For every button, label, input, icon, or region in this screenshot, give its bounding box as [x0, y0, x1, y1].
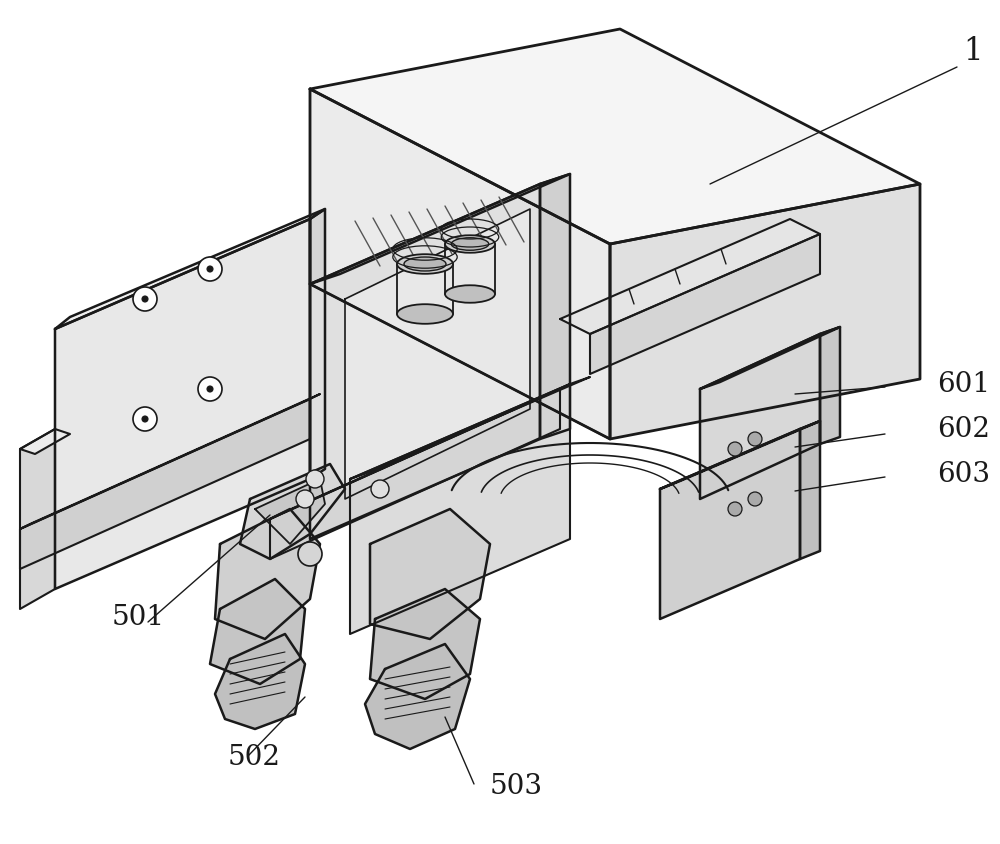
Polygon shape	[590, 235, 820, 375]
Text: 602: 602	[937, 416, 990, 443]
Ellipse shape	[451, 239, 489, 251]
Polygon shape	[310, 185, 540, 539]
Text: 1: 1	[963, 36, 982, 68]
Circle shape	[298, 543, 322, 566]
Polygon shape	[210, 579, 305, 684]
Polygon shape	[20, 399, 310, 570]
Polygon shape	[660, 421, 820, 490]
Circle shape	[142, 296, 148, 303]
Circle shape	[748, 432, 762, 446]
Polygon shape	[700, 334, 820, 500]
Polygon shape	[255, 479, 325, 544]
Polygon shape	[270, 385, 570, 519]
Ellipse shape	[445, 286, 495, 303]
Circle shape	[296, 490, 314, 508]
Text: 503: 503	[490, 772, 543, 799]
Polygon shape	[350, 377, 590, 479]
Polygon shape	[20, 394, 320, 529]
Polygon shape	[800, 421, 820, 560]
Ellipse shape	[445, 236, 495, 253]
Circle shape	[198, 377, 222, 402]
Polygon shape	[350, 385, 570, 634]
Circle shape	[198, 257, 222, 282]
Circle shape	[371, 480, 389, 499]
Polygon shape	[310, 210, 325, 479]
Text: 501: 501	[112, 603, 165, 630]
Circle shape	[207, 267, 213, 273]
Polygon shape	[215, 634, 305, 729]
Circle shape	[728, 442, 742, 457]
Polygon shape	[700, 327, 840, 390]
Polygon shape	[365, 644, 470, 749]
Circle shape	[142, 416, 148, 423]
Polygon shape	[20, 430, 55, 609]
Text: 603: 603	[937, 461, 990, 488]
Polygon shape	[270, 390, 560, 560]
Text: 502: 502	[228, 744, 281, 771]
Polygon shape	[215, 510, 320, 639]
Polygon shape	[540, 175, 570, 440]
Polygon shape	[55, 219, 310, 589]
Polygon shape	[310, 30, 920, 245]
Circle shape	[207, 387, 213, 392]
Polygon shape	[240, 464, 345, 560]
Polygon shape	[560, 219, 820, 334]
Polygon shape	[820, 327, 840, 445]
Ellipse shape	[397, 305, 453, 324]
Circle shape	[306, 470, 324, 489]
Polygon shape	[345, 210, 530, 500]
Polygon shape	[370, 589, 480, 699]
Circle shape	[728, 502, 742, 517]
Polygon shape	[310, 175, 570, 284]
Polygon shape	[20, 430, 70, 454]
Polygon shape	[310, 90, 610, 440]
Circle shape	[133, 408, 157, 431]
Polygon shape	[610, 185, 920, 440]
Polygon shape	[660, 430, 800, 619]
Polygon shape	[55, 210, 325, 330]
Text: 601: 601	[937, 371, 990, 398]
Circle shape	[133, 288, 157, 311]
Ellipse shape	[404, 257, 446, 272]
Circle shape	[748, 492, 762, 506]
Polygon shape	[370, 510, 490, 639]
Ellipse shape	[397, 255, 453, 274]
